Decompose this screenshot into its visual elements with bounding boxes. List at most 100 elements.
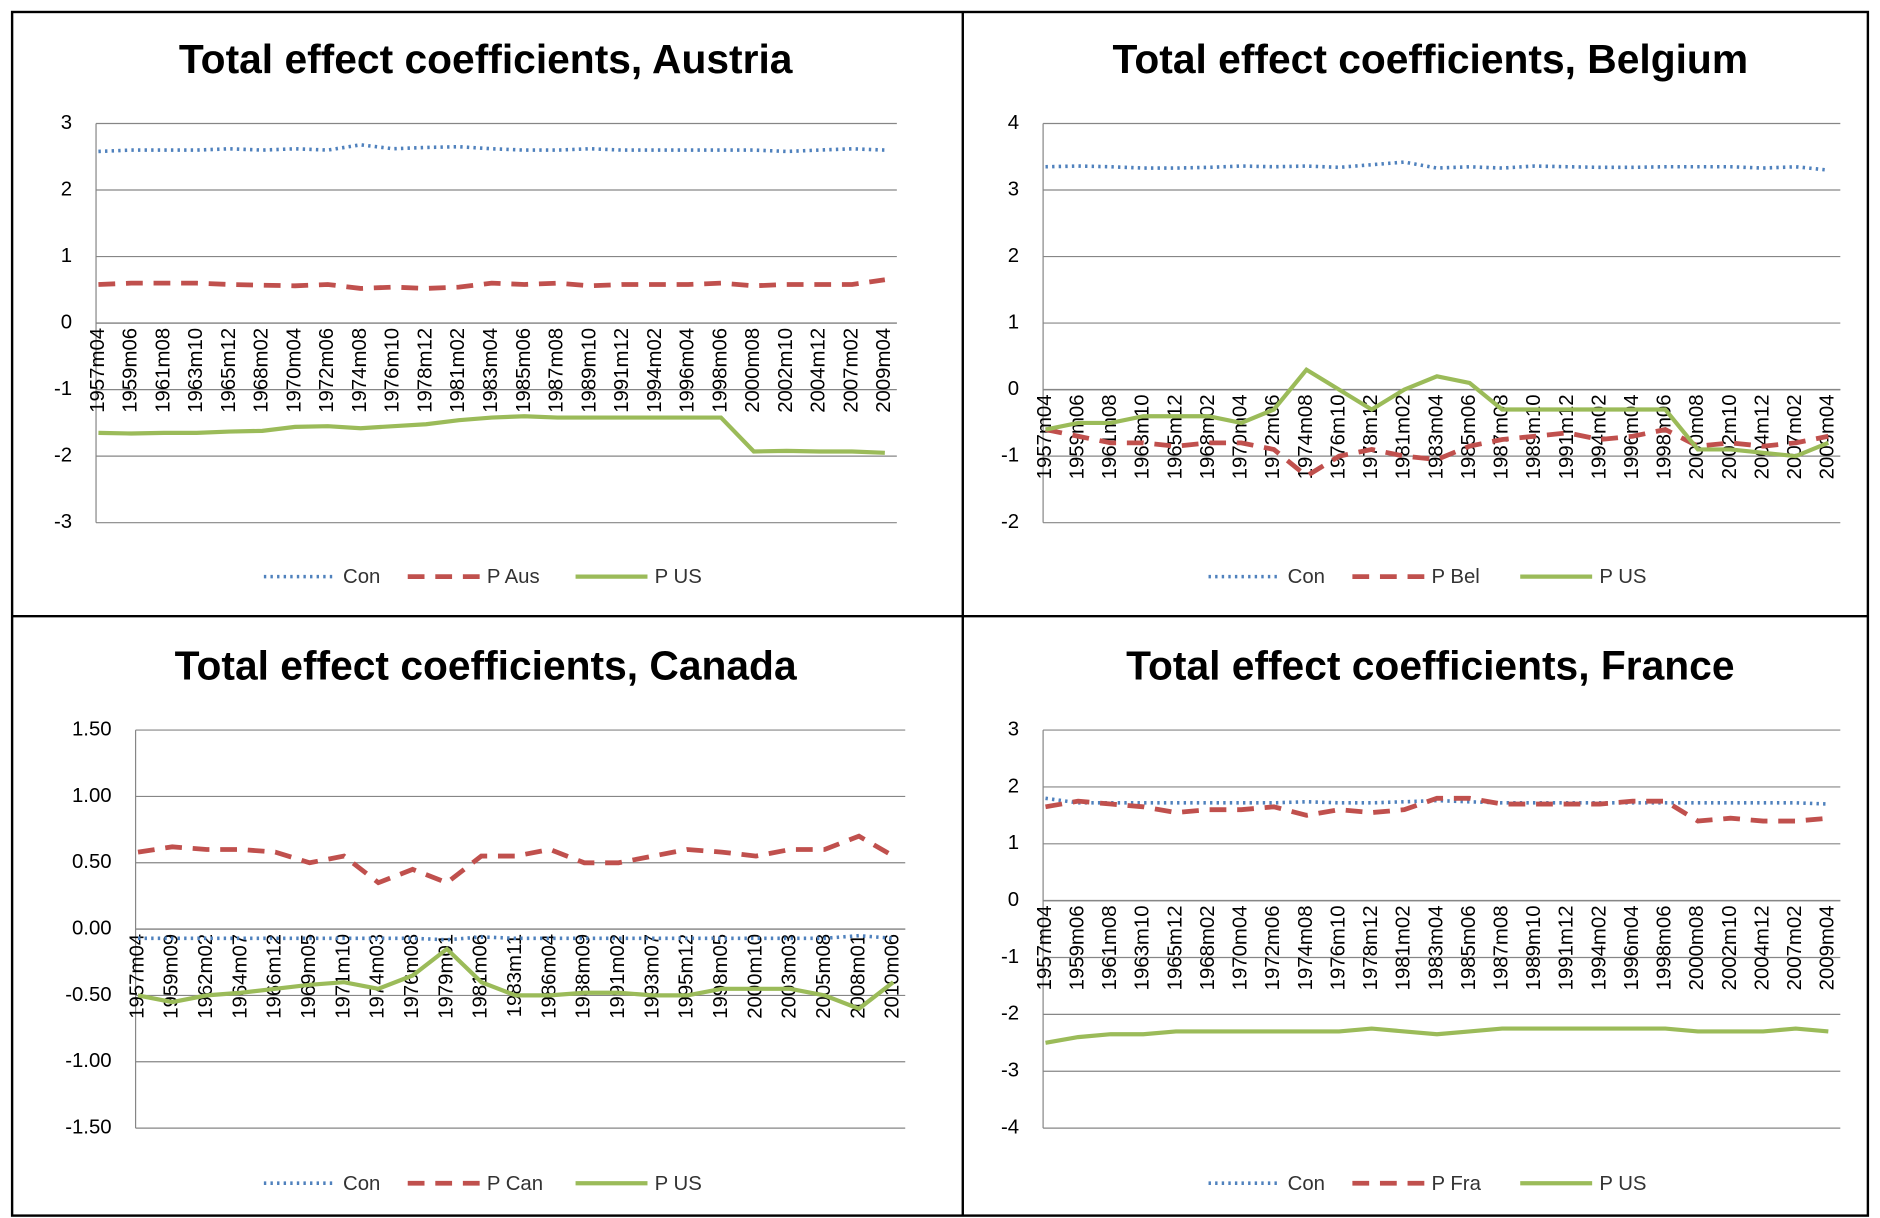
x-tick-label: 2003m03 [779, 934, 801, 1019]
x-tick-label: 2004m12 [1751, 905, 1773, 990]
x-tick-label: 1963m10 [185, 328, 207, 413]
x-tick-label: 1957m04 [87, 328, 109, 413]
x-tick-label: 1978m12 [1360, 905, 1382, 990]
x-tick-label: 1985m06 [513, 328, 535, 413]
chart-title: Total effect coefficients, Belgium [1113, 36, 1749, 82]
x-tick-label: 1963m10 [1132, 905, 1154, 990]
series-line [1045, 366, 1830, 459]
x-tick-label: 1998m06 [709, 328, 731, 413]
x-tick-label: 1983m11 [504, 934, 526, 1017]
y-tick-label: 0.00 [72, 917, 112, 939]
x-tick-label: 1974m08 [349, 328, 371, 413]
chart-title: Total effect coefficients, Canada [175, 643, 797, 689]
y-tick-label: 0 [61, 311, 72, 333]
x-tick-label: 1985m06 [1458, 394, 1480, 479]
y-tick-label: -0.50 [65, 984, 111, 1006]
x-tick-label: 2007m02 [840, 328, 862, 413]
x-tick-label: 1964m07 [229, 934, 251, 1019]
x-tick-label: 1991m12 [1556, 394, 1578, 479]
x-tick-label: 1957m04 [1034, 905, 1056, 990]
legend-label: P US [1599, 566, 1646, 588]
series-line [137, 946, 895, 1012]
x-tick-label: 1981m02 [447, 328, 469, 413]
series-line [98, 143, 885, 154]
x-tick-label: 1988m09 [573, 934, 595, 1019]
y-tick-label: -3 [54, 511, 72, 533]
y-tick-label: 1 [1008, 832, 1019, 854]
x-tick-label: 1959m06 [120, 328, 142, 413]
x-tick-label: 1998m06 [1654, 394, 1676, 479]
x-tick-label: 2000m08 [742, 328, 764, 413]
y-tick-label: 3 [1008, 718, 1019, 740]
y-tick-label: 4 [1008, 112, 1019, 134]
x-tick-label: 1974m08 [1295, 905, 1317, 990]
y-tick-label: 2 [61, 178, 72, 200]
legend-label: P US [655, 566, 702, 588]
x-tick-label: 2000m08 [1686, 394, 1708, 479]
x-tick-label: 1981m02 [1393, 905, 1415, 990]
x-tick-label: 1986m04 [538, 934, 560, 1019]
series-line [98, 277, 886, 291]
y-tick-label: 2 [1008, 245, 1019, 267]
y-tick-label: 0 [1008, 889, 1019, 911]
x-tick-label: 1974m08 [1295, 394, 1317, 479]
x-tick-label: 1998m06 [1654, 905, 1676, 990]
x-tick-label: 2010m06 [882, 934, 904, 1019]
series-line [98, 414, 885, 455]
x-tick-label: 1981m06 [470, 934, 492, 1019]
x-tick-label: 1957m04 [1034, 394, 1056, 479]
chart-title: Total effect coefficients, France [1126, 643, 1734, 689]
y-tick-label: 0.50 [72, 851, 112, 873]
x-tick-label: 1978m12 [1360, 394, 1382, 479]
y-tick-label: -2 [54, 445, 72, 467]
x-tick-label: 1968m02 [1197, 905, 1219, 990]
x-tick-label: 1966m12 [264, 934, 286, 1019]
y-tick-label: 3 [61, 112, 72, 134]
x-tick-label: 1972m06 [1262, 394, 1284, 479]
x-tick-label: 1998m05 [710, 934, 732, 1019]
x-tick-label: 1987m08 [1491, 394, 1513, 479]
chart-title: Total effect coefficients, Austria [179, 36, 793, 82]
series-line [1045, 796, 1829, 806]
x-tick-label: 2002m10 [1719, 394, 1741, 479]
x-tick-label: 1968m02 [251, 328, 273, 413]
legend-label: Con [343, 1173, 380, 1195]
x-tick-label: 2007m02 [1784, 394, 1806, 479]
y-tick-label: 1.00 [72, 785, 112, 807]
x-tick-label: 1991m12 [1556, 905, 1578, 990]
legend-label: Con [1288, 566, 1325, 588]
y-tick-label: 1 [1008, 311, 1019, 333]
y-tick-label: -1.50 [65, 1116, 111, 1138]
x-tick-label: 2000m08 [1686, 905, 1708, 990]
x-tick-label: 2008m01 [847, 934, 869, 1019]
x-tick-label: 1961m08 [1099, 394, 1121, 479]
x-tick-label: 2007m02 [1784, 905, 1806, 990]
x-tick-label: 1965m12 [218, 328, 240, 413]
x-tick-label: 1968m02 [1197, 394, 1219, 479]
x-tick-label: 1981m02 [1393, 394, 1415, 479]
x-tick-label: 1991m02 [607, 934, 629, 1019]
x-tick-label: 1996m04 [1621, 905, 1643, 990]
legend-label: P Bel [1432, 566, 1480, 588]
x-tick-label: 1983m04 [1425, 905, 1447, 990]
legend-label: P US [655, 1173, 702, 1195]
x-tick-label: 1978m12 [414, 328, 436, 413]
y-tick-label: -1.00 [65, 1050, 111, 1072]
series-line [137, 833, 895, 886]
series-line [1045, 1026, 1829, 1045]
x-tick-label: 1976m10 [382, 328, 404, 413]
x-tick-label: 1957m04 [126, 934, 148, 1019]
x-tick-label: 1961m08 [1099, 905, 1121, 990]
x-tick-label: 2004m12 [808, 328, 830, 413]
y-tick-label: 2 [1008, 775, 1019, 797]
x-tick-label: 2000m10 [744, 934, 766, 1019]
x-tick-label: 1959m06 [1066, 905, 1088, 990]
x-tick-label: 1989m10 [578, 328, 600, 413]
x-tick-label: 1995m12 [676, 934, 698, 1019]
series-line [137, 933, 894, 942]
x-tick-label: 1965m12 [1164, 394, 1186, 479]
y-tick-label: 1.50 [72, 718, 112, 740]
legend-label: P Aus [487, 566, 540, 588]
x-tick-label: 1994m02 [1588, 394, 1610, 479]
legend-label: P Fra [1432, 1173, 1482, 1195]
